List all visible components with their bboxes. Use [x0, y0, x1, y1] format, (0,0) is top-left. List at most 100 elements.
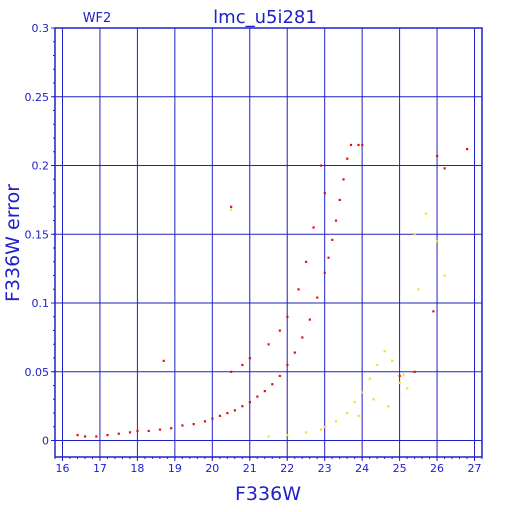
data-point-yellow: [353, 401, 356, 404]
data-point-red: [327, 256, 330, 259]
data-point-yellow: [443, 274, 446, 277]
y-tick-label: 0.3: [32, 22, 50, 35]
data-point-red: [334, 219, 338, 222]
x-tick-label: 19: [168, 462, 182, 475]
data-point-red: [286, 315, 289, 318]
data-point-red: [297, 288, 300, 291]
data-point-red: [271, 383, 274, 386]
x-tick-label: 20: [205, 462, 219, 475]
tick-labels: 16 17 18 19 20 21 22 23 24 25 26 27 0 0.05 0.1 0.15 0.2 0…: [25, 22, 482, 475]
data-point-red: [278, 374, 281, 378]
data-point-red: [203, 420, 207, 423]
y-tick-label: 0: [42, 435, 49, 448]
grid-lines: [51, 27, 483, 461]
x-tick-label: 16: [55, 462, 69, 475]
data-point-red: [211, 417, 214, 420]
data-point-red: [357, 143, 360, 147]
data-point-red: [136, 429, 139, 433]
data-point-red: [256, 395, 259, 398]
y-tick-label: 0.15: [25, 228, 50, 241]
data-point-red: [230, 370, 233, 373]
data-point-yellow: [406, 387, 409, 390]
data-point-red: [436, 154, 439, 158]
x-tick-label: 18: [130, 462, 144, 475]
data-point-red: [301, 336, 304, 339]
data-points: [76, 143, 469, 438]
data-point-red: [106, 434, 109, 437]
data-point-red: [323, 192, 326, 195]
data-point-red: [331, 238, 334, 241]
data-point-red: [117, 432, 120, 435]
y-tick-label: 0.1: [32, 297, 50, 310]
data-point-red: [162, 359, 165, 362]
data-point-red: [286, 363, 289, 367]
data-point-red: [349, 143, 353, 147]
data-point-yellow: [319, 428, 323, 431]
data-point-red: [346, 157, 349, 160]
data-point-yellow: [372, 398, 375, 401]
data-point-yellow: [346, 412, 349, 415]
data-point-red: [278, 329, 281, 332]
data-point-red: [263, 390, 266, 393]
data-point-red: [248, 357, 251, 360]
data-point-yellow: [417, 288, 420, 291]
data-point-yellow: [436, 240, 439, 243]
corner-label: WF2: [83, 11, 112, 26]
data-point-yellow: [267, 435, 270, 438]
data-point-red: [293, 351, 296, 354]
data-point-red: [181, 424, 184, 427]
data-point-yellow: [286, 434, 289, 437]
x-axis-label: F336W: [235, 483, 301, 505]
data-point-red: [319, 164, 323, 167]
x-tick-label: 26: [430, 462, 444, 475]
data-point-red: [323, 271, 326, 274]
data-point-yellow: [391, 359, 394, 362]
data-point-red: [226, 412, 229, 415]
x-tick-label: 24: [355, 462, 369, 475]
data-point-yellow: [383, 350, 386, 353]
data-point-yellow: [387, 405, 390, 408]
data-point-red: [398, 374, 401, 378]
data-point-red: [248, 401, 251, 404]
data-point-yellow: [398, 381, 401, 384]
data-point-yellow: [304, 431, 308, 434]
x-tick-label: 17: [93, 462, 107, 475]
data-point-red: [95, 435, 98, 438]
y-tick-label: 0.05: [25, 366, 50, 379]
data-point-red: [304, 260, 308, 263]
data-point-yellow: [413, 233, 416, 236]
data-point-yellow: [424, 212, 428, 215]
data-point-yellow: [323, 425, 326, 428]
data-point-red: [443, 167, 446, 170]
data-point-red: [413, 370, 416, 373]
y-tick-label: 0.25: [25, 91, 50, 104]
data-point-red: [342, 178, 345, 181]
data-point-yellow: [361, 391, 364, 394]
data-point-red: [170, 427, 173, 430]
data-point-red: [76, 434, 79, 437]
data-point-red: [361, 143, 364, 147]
data-point-red: [192, 423, 195, 426]
data-point-yellow: [230, 208, 233, 211]
x-tick-label: 25: [393, 462, 407, 475]
data-point-red: [241, 363, 244, 367]
data-point-red: [466, 148, 469, 151]
data-point-yellow: [376, 363, 379, 367]
data-point-red: [267, 343, 270, 346]
data-point-red: [147, 429, 150, 433]
data-point-red: [230, 205, 233, 208]
data-point-red: [432, 310, 435, 313]
x-tick-label: 22: [280, 462, 294, 475]
data-point-yellow: [357, 414, 360, 417]
data-point-red: [241, 405, 244, 408]
data-point-red: [158, 428, 162, 431]
data-point-red: [218, 414, 222, 417]
data-point-red: [312, 226, 315, 229]
x-tick-label: 21: [243, 462, 257, 475]
y-tick-label: 0.2: [32, 160, 50, 173]
data-point-yellow: [402, 373, 405, 376]
plot-area: [54, 27, 483, 458]
data-point-red: [316, 296, 319, 299]
data-point-red: [308, 318, 311, 321]
